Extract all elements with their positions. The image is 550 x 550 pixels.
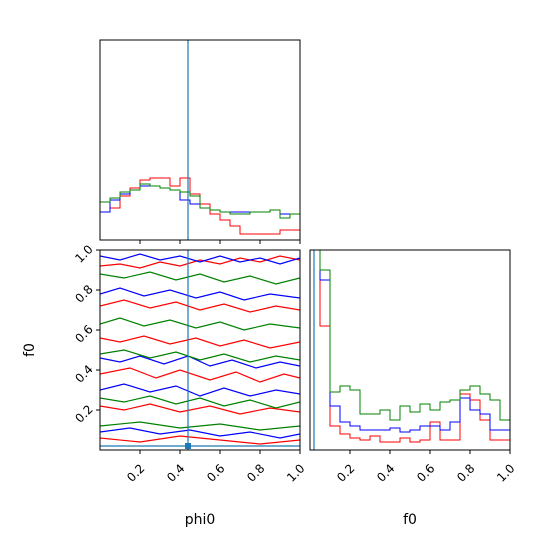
contour-line-s0-l2 xyxy=(100,335,300,349)
f0-tick-label-4: 1.0 xyxy=(72,242,95,265)
f0-axis-label-vertical: f0 xyxy=(22,343,38,357)
phi0-marginal-histogram xyxy=(99,39,301,244)
contour-line-s0-l1 xyxy=(100,299,300,313)
f0-axis-ticks: 0.2 0.4 0.6 0.8 1.0 xyxy=(334,450,518,485)
phi0-histogram-series xyxy=(100,177,300,235)
phi0-axis-ticks: 0.2 0.4 0.6 0.8 1.0 xyxy=(124,450,308,485)
f0-marginal-tick-label-2: 0.6 xyxy=(414,461,437,484)
contour-line-s2-l1 xyxy=(100,317,300,331)
phi0-tick-label-1: 0.4 xyxy=(164,461,187,484)
contour-line-s2-l0 xyxy=(100,271,300,285)
contour-line-s1-l0 xyxy=(100,253,300,265)
contour-line-s0-l3 xyxy=(100,367,300,383)
contour-frame xyxy=(99,249,301,451)
truth-marker xyxy=(185,443,191,449)
f0-marginal-histogram: 0.2 0.4 0.6 0.8 1.0 f0 xyxy=(309,249,518,528)
phi0-tick-label-4: 1.0 xyxy=(284,461,307,484)
contour-line-s1-l4 xyxy=(100,427,300,439)
contour-line-s2-l3 xyxy=(100,395,300,409)
f0-vs-phi0-contour-panel: 0.2 0.4 0.6 0.8 1.0 0.2 0.4 0.6 0.8 1.0 phi0 f0 xyxy=(22,242,308,528)
contour-line-s1-l2 xyxy=(100,355,300,369)
phi0-tick-label-2: 0.6 xyxy=(204,461,227,484)
f0-histogram-series-1 xyxy=(310,249,510,433)
f0-histogram-series xyxy=(310,249,510,443)
contour-line-s1-l3 xyxy=(100,383,300,397)
f0-tick-label-3: 0.8 xyxy=(72,282,95,305)
f0-marginal-frame xyxy=(309,249,511,451)
phi0-marginal-frame xyxy=(99,39,301,241)
phi0-tick-label-3: 0.8 xyxy=(244,461,267,484)
f0-tick-label-0: 0.2 xyxy=(72,402,95,425)
f0-marginal-tick-label-3: 0.8 xyxy=(454,461,477,484)
f0-marginal-tick-label-1: 0.4 xyxy=(374,461,397,484)
f0-marginal-tick-label-4: 1.0 xyxy=(494,461,517,484)
phi0-marginal-ticks xyxy=(139,240,301,244)
contour-line-s0-l4 xyxy=(100,403,300,415)
f0-marginal-tick-label-0: 0.2 xyxy=(334,461,357,484)
f0-axis-ticks: 0.2 0.4 0.6 0.8 1.0 xyxy=(72,242,100,426)
phi0-tick-label-0: 0.2 xyxy=(124,461,147,484)
f0-tick-label-1: 0.4 xyxy=(72,362,95,385)
f0-histogram-series-2 xyxy=(310,249,510,421)
contour-series xyxy=(100,253,300,445)
contour-line-s1-l1 xyxy=(100,287,300,301)
contour-line-s2-l4 xyxy=(100,421,300,431)
f0-axis-label: f0 xyxy=(403,512,417,528)
f0-tick-label-2: 0.6 xyxy=(72,322,95,345)
phi0-histogram-series-2 xyxy=(100,183,300,219)
phi0-axis-label: phi0 xyxy=(185,512,216,528)
contour-line-s0-l5 xyxy=(100,435,300,445)
contour-line-s2-l2 xyxy=(100,349,300,363)
